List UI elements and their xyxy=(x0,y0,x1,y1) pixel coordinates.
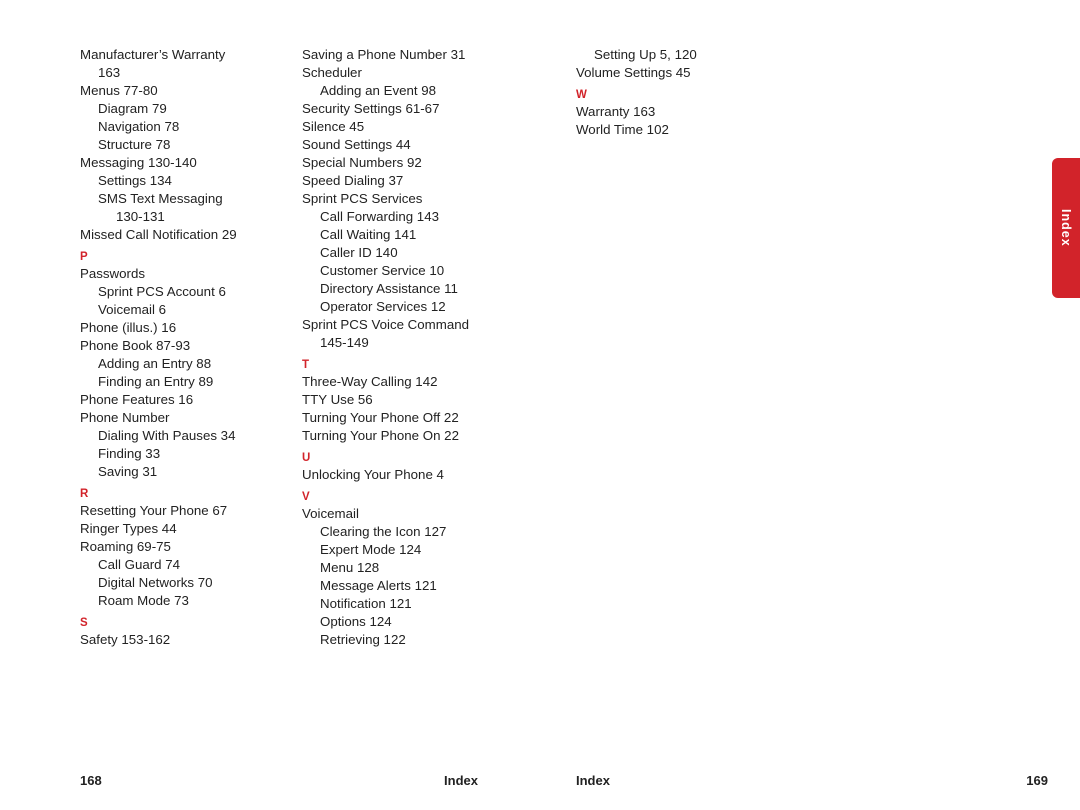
index-letter: S xyxy=(80,617,290,629)
index-entry: Phone Book 87-93 xyxy=(80,337,290,355)
index-entry: Three-Way Calling 142 xyxy=(302,373,532,391)
index-entry: Expert Mode 124 xyxy=(302,541,532,559)
left-page-number: 168 xyxy=(80,773,102,788)
index-entry: SMS Text Messaging xyxy=(80,190,290,208)
index-entry: Phone Features 16 xyxy=(80,391,290,409)
index-entry: Customer Service 10 xyxy=(302,262,532,280)
index-entry: Sprint PCS Voice Command xyxy=(302,316,532,334)
left-columns: Manufacturer’s Warranty163Menus 77-80Dia… xyxy=(0,46,540,750)
left-page-footer-label: Index xyxy=(444,773,478,788)
index-entry: Speed Dialing 37 xyxy=(302,172,532,190)
right-page-footer-label: Index xyxy=(576,773,610,788)
index-entry: Phone (illus.) 16 xyxy=(80,319,290,337)
index-entry: Silence 45 xyxy=(302,118,532,136)
index-entry: World Time 102 xyxy=(576,121,786,139)
index-entry: Voicemail 6 xyxy=(80,301,290,319)
index-entry: Roaming 69-75 xyxy=(80,538,290,556)
index-entry: Setting Up 5, 120 xyxy=(576,46,786,64)
index-entry: Scheduler xyxy=(302,64,532,82)
index-entry: Clearing the Icon 127 xyxy=(302,523,532,541)
index-entry: Security Settings 61-67 xyxy=(302,100,532,118)
right-page-number: 169 xyxy=(1026,773,1048,788)
index-entry: Diagram 79 xyxy=(80,100,290,118)
index-entry: Unlocking Your Phone 4 xyxy=(302,466,532,484)
index-entry: Menu 128 xyxy=(302,559,532,577)
index-entry: Messaging 130-140 xyxy=(80,154,290,172)
left-col1: Manufacturer’s Warranty163Menus 77-80Dia… xyxy=(80,46,290,750)
index-entry: Resetting Your Phone 67 xyxy=(80,502,290,520)
right-col2 xyxy=(794,46,994,750)
left-page: Manufacturer’s Warranty163Menus 77-80Dia… xyxy=(0,0,540,810)
index-entry: Special Numbers 92 xyxy=(302,154,532,172)
index-entry: Retrieving 122 xyxy=(302,631,532,649)
index-entry: Message Alerts 121 xyxy=(302,577,532,595)
index-entry: Saving a Phone Number 31 xyxy=(302,46,532,64)
index-entry: Menus 77-80 xyxy=(80,82,290,100)
index-entry: Directory Assistance 11 xyxy=(302,280,532,298)
index-entry: Finding an Entry 89 xyxy=(80,373,290,391)
index-entry: Roam Mode 73 xyxy=(80,592,290,610)
index-entry: Passwords xyxy=(80,265,290,283)
side-tab-label: Index xyxy=(1059,209,1073,247)
index-entry: Safety 153-162 xyxy=(80,631,290,649)
index-entry: Sprint PCS Account 6 xyxy=(80,283,290,301)
index-letter: V xyxy=(302,491,532,503)
left-col2: Saving a Phone Number 31SchedulerAdding … xyxy=(302,46,532,750)
index-entry: Turning Your Phone Off 22 xyxy=(302,409,532,427)
index-entry: Navigation 78 xyxy=(80,118,290,136)
index-entry: Sprint PCS Services xyxy=(302,190,532,208)
index-entry: Caller ID 140 xyxy=(302,244,532,262)
index-entry: Missed Call Notification 29 xyxy=(80,226,290,244)
right-columns: Setting Up 5, 120Volume Settings 45 W Warr… xyxy=(540,46,1080,750)
index-entry: 163 xyxy=(80,64,290,82)
index-entry: Settings 134 xyxy=(80,172,290,190)
index-entry: 130-131 xyxy=(80,208,290,226)
index-entry: 145-149 xyxy=(302,334,532,352)
index-entry: Warranty 163 xyxy=(576,103,786,121)
index-entry: Options 124 xyxy=(302,613,532,631)
index-entry: Call Waiting 141 xyxy=(302,226,532,244)
index-letter: T xyxy=(302,359,532,371)
right-col1: Setting Up 5, 120Volume Settings 45 W Warr… xyxy=(576,46,786,750)
index-entry: Digital Networks 70 xyxy=(80,574,290,592)
index-entry: Ringer Types 44 xyxy=(80,520,290,538)
index-entry: Saving 31 xyxy=(80,463,290,481)
index-entry: Operator Services 12 xyxy=(302,298,532,316)
index-entry: Volume Settings 45 xyxy=(576,64,786,82)
index-letter: R xyxy=(80,488,290,500)
index-entry: Sound Settings 44 xyxy=(302,136,532,154)
index-entry: Voicemail xyxy=(302,505,532,523)
index-entry: TTY Use 56 xyxy=(302,391,532,409)
index-entry: Call Forwarding 143 xyxy=(302,208,532,226)
index-letter: U xyxy=(302,452,532,464)
index-entry: Finding 33 xyxy=(80,445,290,463)
index-letter: P xyxy=(80,251,290,263)
index-letter: W xyxy=(576,89,786,101)
right-page: Setting Up 5, 120Volume Settings 45 W Warr… xyxy=(540,0,1080,810)
side-tab: Index xyxy=(1052,158,1080,298)
index-entry: Adding an Entry 88 xyxy=(80,355,290,373)
index-entry: Notification 121 xyxy=(302,595,532,613)
index-entry: Call Guard 74 xyxy=(80,556,290,574)
index-entry: Structure 78 xyxy=(80,136,290,154)
index-entry: Manufacturer’s Warranty xyxy=(80,46,290,64)
index-entry: Phone Number xyxy=(80,409,290,427)
index-entry: Adding an Event 98 xyxy=(302,82,532,100)
index-entry: Dialing With Pauses 34 xyxy=(80,427,290,445)
index-entry: Turning Your Phone On 22 xyxy=(302,427,532,445)
